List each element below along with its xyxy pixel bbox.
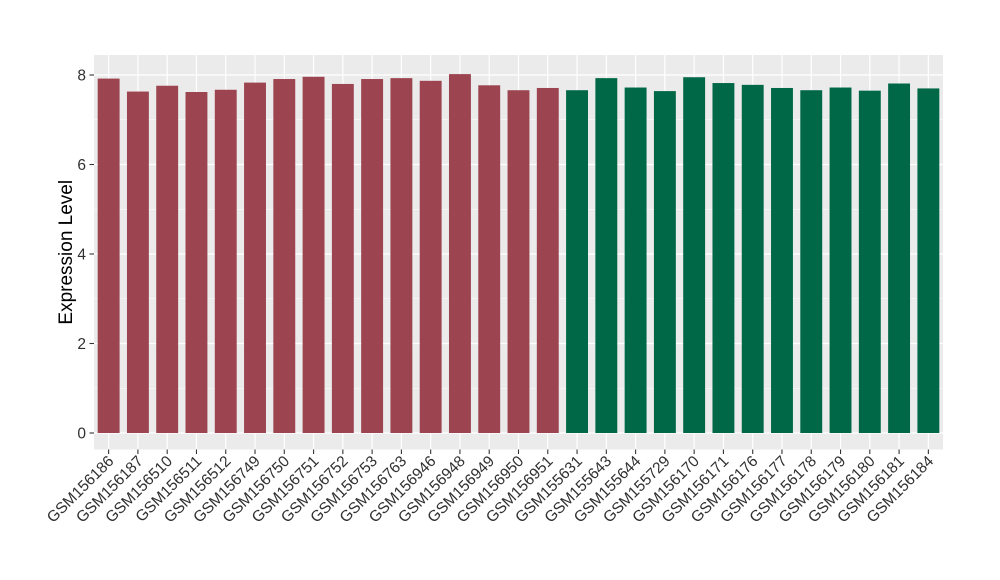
bar — [829, 87, 852, 433]
y-tick-label: 8 — [77, 68, 86, 85]
bar — [126, 91, 149, 434]
bar — [741, 84, 764, 433]
bar — [653, 91, 676, 434]
bar — [390, 78, 413, 433]
bar — [566, 90, 589, 433]
bar — [185, 92, 208, 433]
bar — [97, 78, 120, 433]
bar — [624, 87, 647, 433]
y-tick-label: 4 — [77, 247, 86, 264]
bar — [273, 79, 296, 433]
bar — [771, 87, 793, 433]
bar — [917, 88, 940, 434]
bar — [244, 82, 266, 434]
bar — [595, 78, 618, 433]
bar — [478, 85, 501, 433]
bar — [683, 77, 706, 434]
bar — [712, 83, 735, 434]
y-tick-label: 2 — [77, 336, 86, 353]
bar — [419, 80, 442, 433]
bar — [302, 76, 325, 433]
bar — [800, 90, 823, 433]
y-tick-label: 0 — [77, 426, 86, 443]
bar — [507, 90, 530, 433]
bar — [361, 79, 384, 433]
bar — [888, 83, 911, 433]
bar — [214, 89, 237, 433]
bar — [156, 85, 179, 434]
bar — [536, 87, 559, 433]
bar — [858, 90, 881, 433]
bar — [448, 74, 471, 433]
bar — [331, 83, 354, 433]
y-axis-title: Expression Level — [56, 180, 77, 325]
y-tick-label: 6 — [77, 157, 86, 174]
